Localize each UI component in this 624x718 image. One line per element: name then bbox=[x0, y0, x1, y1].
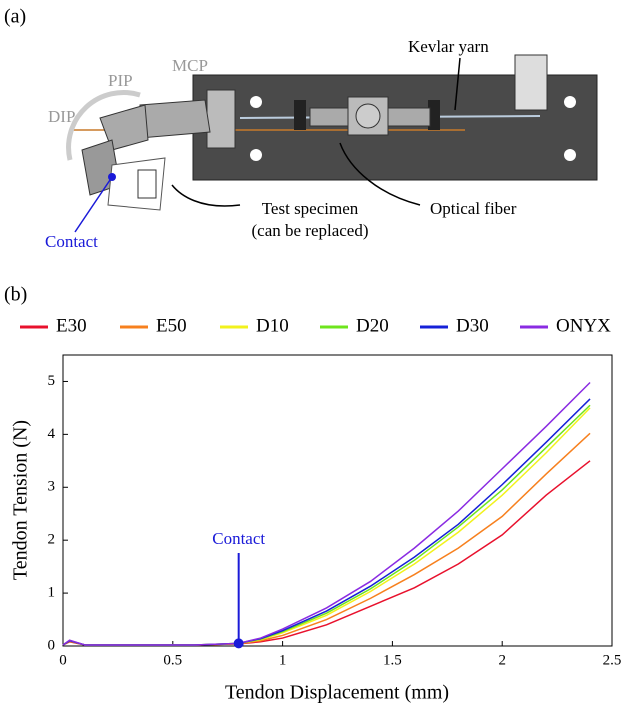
pulley bbox=[355, 103, 381, 129]
contact-label: Contact bbox=[45, 232, 98, 251]
actuator bbox=[514, 54, 548, 111]
y-tick-label: 2 bbox=[48, 532, 56, 548]
guide bbox=[66, 90, 141, 161]
x-tick-label: 0.5 bbox=[163, 652, 182, 668]
legend-label: D20 bbox=[356, 315, 389, 336]
joint-label: PIP bbox=[108, 71, 133, 90]
mcp-joint bbox=[206, 89, 236, 149]
data-line bbox=[62, 381, 591, 646]
y-axis-label: Tendon Tension (N) bbox=[10, 420, 32, 580]
specimen-label: (can be replaced) bbox=[251, 221, 368, 240]
clamp bbox=[294, 100, 306, 130]
legend-label: D10 bbox=[256, 315, 289, 336]
x-tick-label: 1.5 bbox=[383, 652, 402, 668]
annotation-point bbox=[233, 638, 244, 649]
clamp bbox=[428, 100, 440, 130]
x-axis-label: Tendon Displacement (mm) bbox=[225, 682, 449, 704]
y-tick-label: 4 bbox=[48, 426, 56, 442]
panel-label: (b) bbox=[4, 284, 27, 306]
arrow bbox=[339, 142, 421, 206]
middle bbox=[99, 104, 149, 151]
fiber-label: Optical fiber bbox=[430, 199, 517, 218]
legend-label: ONYX bbox=[556, 315, 611, 336]
legend-label: E50 bbox=[156, 315, 187, 336]
legend-label: E30 bbox=[56, 315, 87, 336]
plot-frame bbox=[62, 354, 613, 647]
legend-label: D30 bbox=[456, 315, 489, 336]
annotation-label: Contact bbox=[212, 529, 265, 548]
y-tick-label: 5 bbox=[48, 373, 56, 389]
specimen-window bbox=[137, 169, 157, 199]
y-tick-label: 1 bbox=[48, 585, 56, 601]
joint-label: MCP bbox=[172, 56, 208, 75]
x-tick-label: 0 bbox=[59, 652, 67, 668]
data-line bbox=[62, 404, 591, 646]
kevlar-label: Kevlar yarn bbox=[408, 37, 489, 56]
x-tick-label: 2 bbox=[498, 652, 506, 668]
y-tick-label: 3 bbox=[48, 479, 56, 495]
y-tick-label: 0 bbox=[48, 637, 56, 653]
contact-leader bbox=[74, 176, 113, 233]
pulley bbox=[347, 96, 389, 136]
arrow bbox=[171, 184, 241, 207]
panel-label: (a) bbox=[4, 6, 26, 28]
joint-label: DIP bbox=[48, 107, 75, 126]
holes bbox=[250, 96, 576, 161]
arrow bbox=[454, 57, 461, 111]
x-tick-label: 1 bbox=[279, 652, 287, 668]
data-line bbox=[62, 460, 591, 646]
x-tick-label: 2.5 bbox=[603, 652, 622, 668]
specimen-label: Test specimen bbox=[262, 199, 359, 218]
proximal bbox=[139, 99, 211, 139]
